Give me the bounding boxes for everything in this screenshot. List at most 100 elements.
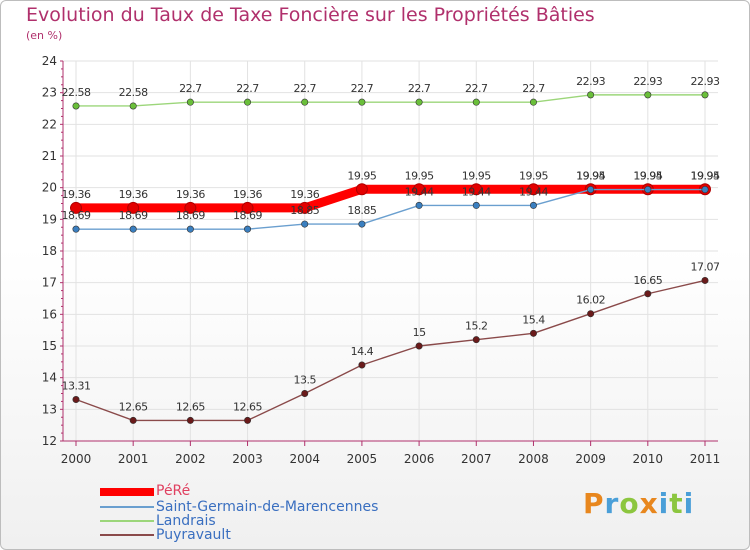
series-line <box>76 188 705 230</box>
data-label: 19.36 <box>176 188 205 201</box>
data-point <box>472 98 480 106</box>
data-label: 12.65 <box>233 400 262 413</box>
legend-item-saint-germain: Saint-Germain-de-Marencennes <box>100 499 420 516</box>
x-tick-label: 2006 <box>404 452 435 466</box>
data-label: 18.85 <box>290 204 319 217</box>
data-label: 19.36 <box>119 188 148 201</box>
y-tick-label: 19 <box>42 212 57 226</box>
data-point <box>355 183 368 196</box>
data-point <box>186 98 194 106</box>
data-point <box>472 336 480 344</box>
data-point <box>529 98 537 106</box>
legend-label: PéRé <box>156 483 191 499</box>
data-label: 22.7 <box>293 82 316 95</box>
data-label: 19.95 <box>633 169 662 182</box>
data-point <box>186 225 194 233</box>
legend-label: Saint-Germain-de-Marencennes <box>156 499 379 515</box>
data-point <box>701 186 709 194</box>
data-label: 12.65 <box>119 400 148 413</box>
data-point <box>186 416 194 424</box>
data-point <box>529 201 537 209</box>
y-tick-label: 14 <box>42 371 57 385</box>
data-point <box>72 225 80 233</box>
data-label: 22.7 <box>179 82 202 95</box>
data-label: 19.44 <box>462 185 491 198</box>
data-label: 22.7 <box>236 82 259 95</box>
y-tick-label: 13 <box>42 402 57 416</box>
data-point <box>587 186 595 194</box>
data-label: 19.44 <box>405 185 434 198</box>
data-label: 22.93 <box>691 75 720 88</box>
data-label: 18.69 <box>176 209 205 222</box>
x-tick-label: 2008 <box>518 452 549 466</box>
data-point <box>129 416 137 424</box>
data-point <box>70 201 82 214</box>
x-tick-label: 2000 <box>61 452 92 466</box>
data-label: 22.7 <box>408 82 431 95</box>
data-point <box>241 201 254 214</box>
x-tick-label: 2010 <box>633 452 664 466</box>
data-point <box>529 329 537 337</box>
data-point <box>701 276 709 284</box>
data-point <box>72 396 80 404</box>
y-tick-label: 23 <box>42 86 57 100</box>
legend-swatch <box>100 534 154 536</box>
series-line <box>75 279 706 422</box>
data-label: 22.58 <box>62 86 91 99</box>
logo-letter: t <box>669 487 684 520</box>
data-point <box>470 183 483 196</box>
data-point <box>701 91 709 99</box>
data-label: 22.7 <box>351 82 374 95</box>
logo-letter: r <box>604 487 620 520</box>
y-tick-label: 15 <box>42 339 57 353</box>
data-point <box>587 310 595 318</box>
legend-swatch <box>100 520 154 522</box>
series-line <box>76 94 705 107</box>
data-point <box>587 91 595 99</box>
data-point <box>358 220 366 228</box>
data-point <box>527 183 540 196</box>
y-tick-label: 22 <box>42 117 57 131</box>
data-label: 17.07 <box>691 260 720 273</box>
logo-letter: i <box>658 487 670 520</box>
x-tick-label: 2009 <box>575 452 606 466</box>
y-tick-label: 17 <box>42 276 57 290</box>
data-label: 22.7 <box>522 82 545 95</box>
data-label: 15.2 <box>465 320 488 333</box>
data-label: 15 <box>413 326 426 339</box>
x-tick-label: 2011 <box>690 452 721 466</box>
chart-subtitle: (en %) <box>26 29 63 42</box>
data-label: 19.95 <box>576 169 605 182</box>
data-label: 19.44 <box>519 185 548 198</box>
data-point <box>358 361 366 369</box>
data-point <box>244 98 252 106</box>
data-point <box>644 91 652 99</box>
data-label: 19.94 <box>633 170 662 183</box>
data-label: 22.93 <box>633 75 662 88</box>
chart-title: Evolution du Taux de Taxe Foncière sur l… <box>26 4 595 26</box>
data-label: 13.5 <box>293 374 316 387</box>
proxiti-logo[interactable]: Proxiti <box>583 487 694 520</box>
data-label: 19.95 <box>347 169 376 182</box>
data-label: 19.94 <box>576 170 605 183</box>
data-label: 18.69 <box>233 209 262 222</box>
data-label: 14.4 <box>351 345 374 358</box>
legend-label: Puyravault <box>156 527 231 543</box>
data-label: 19.36 <box>62 188 91 201</box>
data-point <box>413 183 426 196</box>
data-label: 18.85 <box>347 204 376 217</box>
legend-swatch <box>100 488 154 496</box>
y-tick-label: 18 <box>42 244 57 258</box>
data-point <box>301 389 309 397</box>
data-label: 12.65 <box>176 400 205 413</box>
y-tick-label: 12 <box>42 434 57 448</box>
legend-item-pere: PéRé <box>100 483 420 500</box>
x-tick-label: 2007 <box>461 452 492 466</box>
x-tick-label: 2003 <box>232 452 263 466</box>
data-label: 18.69 <box>62 209 91 222</box>
logo-letter: P <box>583 487 605 520</box>
x-tick-label: 2004 <box>289 452 320 466</box>
logo-letter: x <box>639 487 659 520</box>
x-tick-label: 2002 <box>175 452 206 466</box>
